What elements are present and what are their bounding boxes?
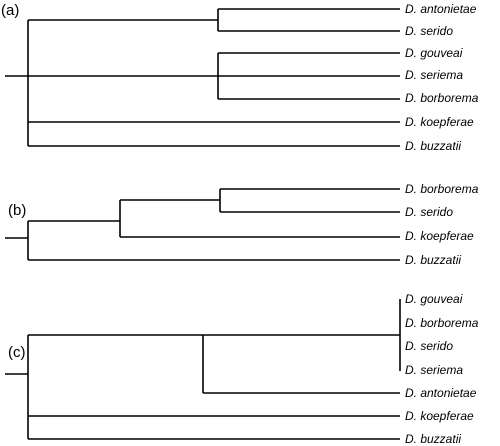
taxon-label: D. borborema [405, 182, 479, 196]
taxon-label: D. buzzatii [405, 139, 461, 153]
panel-label: (c) [8, 344, 26, 361]
taxon-label: D. antonietae [405, 386, 477, 400]
tree-b: (b) D. borborema D. serido D. koepferae … [5, 182, 479, 267]
taxon-label: D. gouveai [405, 46, 463, 60]
taxon-label: D. buzzatii [405, 432, 461, 446]
taxon-label: D. serido [405, 205, 453, 219]
panel-label: (b) [8, 202, 26, 219]
panel-label: (a) [1, 2, 19, 19]
taxon-label: D. antonietae [405, 2, 477, 16]
tree-a: (a) D. antonietae D. serido D. gouveai D… [1, 2, 479, 153]
taxon-label: D. gouveai [405, 292, 463, 306]
taxon-label: D. serido [405, 24, 453, 38]
taxon-label: D. koepferae [405, 409, 474, 423]
taxon-label: D. koepferae [405, 115, 474, 129]
taxon-label: D. koepferae [405, 229, 474, 243]
taxon-label: D. borborema [405, 91, 479, 105]
taxon-label: D. serido [405, 339, 453, 353]
taxon-label: D. seriema [405, 68, 463, 82]
taxon-label: D. seriema [405, 363, 463, 377]
taxon-label: D. borborema [405, 316, 479, 330]
tree-c: (c) D. gouveai D. borborema D. serido D.… [5, 292, 479, 446]
taxon-label: D. buzzatii [405, 253, 461, 267]
